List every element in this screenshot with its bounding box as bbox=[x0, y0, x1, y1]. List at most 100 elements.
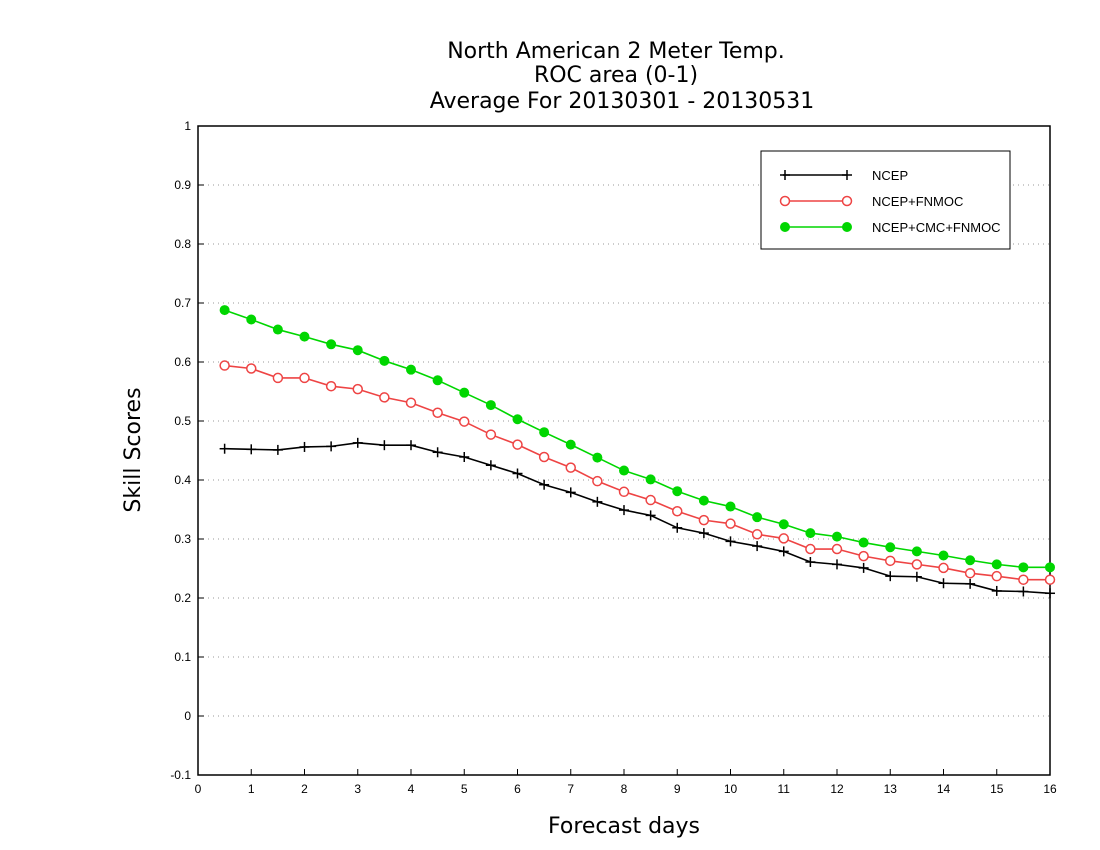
y-tick-label: 0.7 bbox=[174, 296, 191, 310]
y-tick-label: 0.9 bbox=[174, 178, 191, 192]
y-tick-label: 0.4 bbox=[174, 473, 191, 487]
data-point bbox=[885, 571, 896, 582]
data-point bbox=[672, 506, 683, 517]
y-tick-label: 1 bbox=[184, 119, 191, 133]
data-point bbox=[299, 372, 310, 384]
x-tick-label: 16 bbox=[1043, 782, 1057, 796]
data-point bbox=[326, 339, 337, 350]
data-point bbox=[831, 543, 843, 555]
data-point bbox=[1044, 574, 1056, 585]
data-point bbox=[672, 486, 683, 497]
data-point bbox=[219, 360, 230, 371]
data-point bbox=[645, 474, 656, 485]
data-point bbox=[991, 559, 1002, 570]
x-tick-label: 10 bbox=[724, 782, 738, 796]
x-tick-label: 8 bbox=[621, 782, 628, 796]
legend-label: NCEP bbox=[872, 168, 908, 183]
data-point bbox=[832, 531, 842, 542]
data-point bbox=[1045, 588, 1055, 599]
data-point bbox=[352, 383, 363, 395]
data-point bbox=[565, 439, 576, 450]
y-tick-label: 0 bbox=[184, 709, 191, 723]
data-point bbox=[805, 543, 816, 555]
data-point bbox=[592, 496, 603, 507]
data-point bbox=[672, 522, 683, 533]
data-point bbox=[618, 486, 630, 498]
data-point bbox=[778, 533, 789, 544]
data-point bbox=[246, 363, 257, 374]
data-point bbox=[272, 324, 283, 335]
data-point bbox=[326, 441, 337, 452]
data-point bbox=[1045, 562, 1055, 573]
x-axis-title: Forecast days bbox=[548, 814, 700, 839]
y-tick-label: 0.2 bbox=[174, 591, 191, 605]
data-point bbox=[725, 501, 736, 512]
legend-marker bbox=[780, 170, 790, 180]
data-point bbox=[565, 487, 576, 498]
data-point bbox=[485, 460, 496, 471]
chart-title: North American 2 Meter Temp. ROC area (0… bbox=[430, 39, 815, 114]
data-point bbox=[805, 528, 816, 539]
y-tick-label: 0.5 bbox=[174, 414, 191, 428]
y-tick-label: 0.6 bbox=[174, 355, 191, 369]
data-point bbox=[858, 562, 869, 573]
data-point bbox=[325, 380, 337, 392]
data-point bbox=[485, 400, 496, 411]
x-tick-label: 5 bbox=[461, 782, 468, 796]
data-point bbox=[1018, 562, 1029, 573]
legend-label: NCEP+CMC+FNMOC bbox=[872, 220, 1001, 235]
x-tick-label: 7 bbox=[567, 782, 574, 796]
y-tick-labels: -0.1 0 0.1 0.2 0.3 0.4 0.5 0.6 0.7 0.8 0.9 1 bbox=[170, 119, 191, 782]
data-point bbox=[352, 437, 363, 448]
data-point bbox=[246, 444, 257, 455]
data-point bbox=[219, 305, 230, 316]
data-point bbox=[938, 562, 949, 574]
x-tick-label: 0 bbox=[195, 782, 202, 796]
x-tick-label: 15 bbox=[990, 782, 1004, 796]
data-point bbox=[911, 559, 923, 570]
data-point bbox=[885, 555, 896, 567]
legend-marker bbox=[841, 195, 853, 207]
data-point bbox=[459, 416, 470, 427]
y-tick-label: 0.8 bbox=[174, 237, 191, 251]
data-point bbox=[459, 387, 470, 398]
data-point bbox=[459, 451, 470, 462]
data-point bbox=[938, 550, 949, 561]
data-point bbox=[778, 519, 789, 530]
data-point bbox=[965, 578, 976, 589]
legend: NCEP NCEP+FNMOC NCEP+CMC+FNMOC bbox=[760, 150, 1011, 250]
data-point bbox=[379, 392, 390, 403]
series-2 bbox=[219, 305, 1055, 573]
x-tick-labels: 0 1 2 3 4 5 6 7 8 9 10 11 12 13 14 15 16 bbox=[195, 782, 1057, 796]
axis-ticks bbox=[197, 125, 1051, 776]
x-tick-label: 9 bbox=[674, 782, 681, 796]
data-point bbox=[299, 441, 310, 452]
data-point bbox=[725, 536, 736, 547]
data-point bbox=[619, 505, 629, 516]
data-point bbox=[592, 452, 603, 463]
data-point bbox=[698, 528, 709, 539]
x-tick-label: 4 bbox=[408, 782, 415, 796]
data-point bbox=[539, 479, 550, 490]
legend-marker bbox=[780, 222, 790, 232]
data-point bbox=[272, 372, 284, 384]
data-point bbox=[832, 559, 842, 570]
title-line-3: Average For 20130301 - 20130531 bbox=[430, 89, 815, 114]
data-point bbox=[805, 557, 816, 568]
data-point bbox=[379, 355, 390, 366]
data-point bbox=[246, 314, 257, 325]
data-point bbox=[432, 407, 443, 418]
data-point bbox=[406, 364, 416, 375]
data-point bbox=[858, 550, 869, 562]
data-point bbox=[565, 462, 576, 473]
x-tick-label: 13 bbox=[884, 782, 898, 796]
data-point bbox=[219, 443, 230, 454]
data-point bbox=[538, 451, 550, 463]
data-point bbox=[1018, 574, 1029, 585]
series-1 bbox=[219, 360, 1056, 585]
series-layer bbox=[219, 305, 1056, 599]
data-point bbox=[778, 546, 789, 557]
data-point bbox=[299, 331, 310, 342]
data-point bbox=[512, 468, 523, 479]
